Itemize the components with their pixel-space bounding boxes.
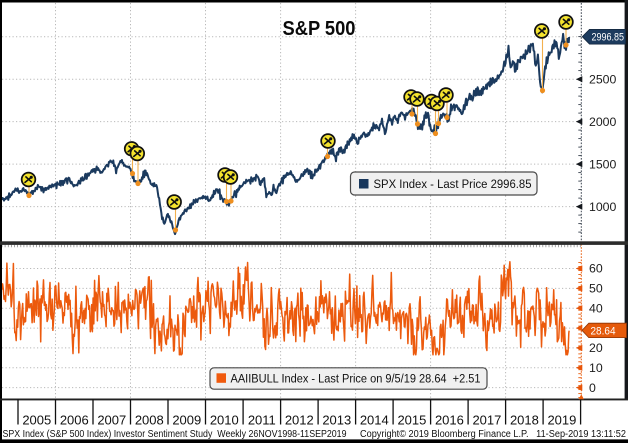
- svg-text:2012: 2012: [285, 413, 314, 428]
- svg-text:2009: 2009: [172, 413, 201, 428]
- svg-text:2014: 2014: [360, 413, 389, 428]
- svg-text:2008: 2008: [135, 413, 164, 428]
- svg-text:2011: 2011: [248, 413, 276, 428]
- svg-text:S&P 500: S&P 500: [283, 18, 356, 40]
- svg-text:AAIIBULL Index - Last Price on: AAIIBULL Index - Last Price on 9/5/19 28…: [231, 371, 481, 385]
- svg-text:50: 50: [589, 282, 603, 296]
- svg-text:2006: 2006: [60, 413, 89, 428]
- svg-text:0: 0: [589, 381, 596, 395]
- svg-text:2016: 2016: [435, 413, 464, 428]
- svg-text:2015: 2015: [397, 413, 426, 428]
- svg-text:Copyright© 2019 Bloomberg Fina: Copyright© 2019 Bloomberg Finance L.P. 1…: [360, 429, 626, 440]
- svg-text:2018: 2018: [510, 413, 539, 428]
- svg-text:2005: 2005: [22, 413, 51, 428]
- svg-text:2017: 2017: [472, 413, 501, 428]
- svg-text:2500: 2500: [589, 72, 617, 86]
- svg-text:60: 60: [589, 262, 603, 276]
- svg-text:10: 10: [589, 361, 603, 375]
- svg-text:20: 20: [589, 341, 603, 355]
- svg-text:2996.85: 2996.85: [592, 32, 625, 44]
- svg-text:2013: 2013: [322, 413, 351, 428]
- svg-text:2010: 2010: [210, 413, 239, 428]
- svg-text:2000: 2000: [589, 115, 617, 129]
- svg-text:28.64: 28.64: [591, 325, 616, 337]
- svg-text:40: 40: [589, 301, 603, 315]
- svg-text:SPX Index - Last Price 2996.85: SPX Index - Last Price 2996.85: [374, 177, 532, 191]
- svg-text:2019: 2019: [547, 413, 576, 428]
- svg-text:1000: 1000: [589, 200, 617, 214]
- svg-text:1500: 1500: [589, 157, 617, 171]
- svg-text:SPX Index (S&P 500 Index) Inve: SPX Index (S&P 500 Index) Investor Senti…: [3, 429, 347, 440]
- svg-text:2007: 2007: [97, 413, 126, 428]
